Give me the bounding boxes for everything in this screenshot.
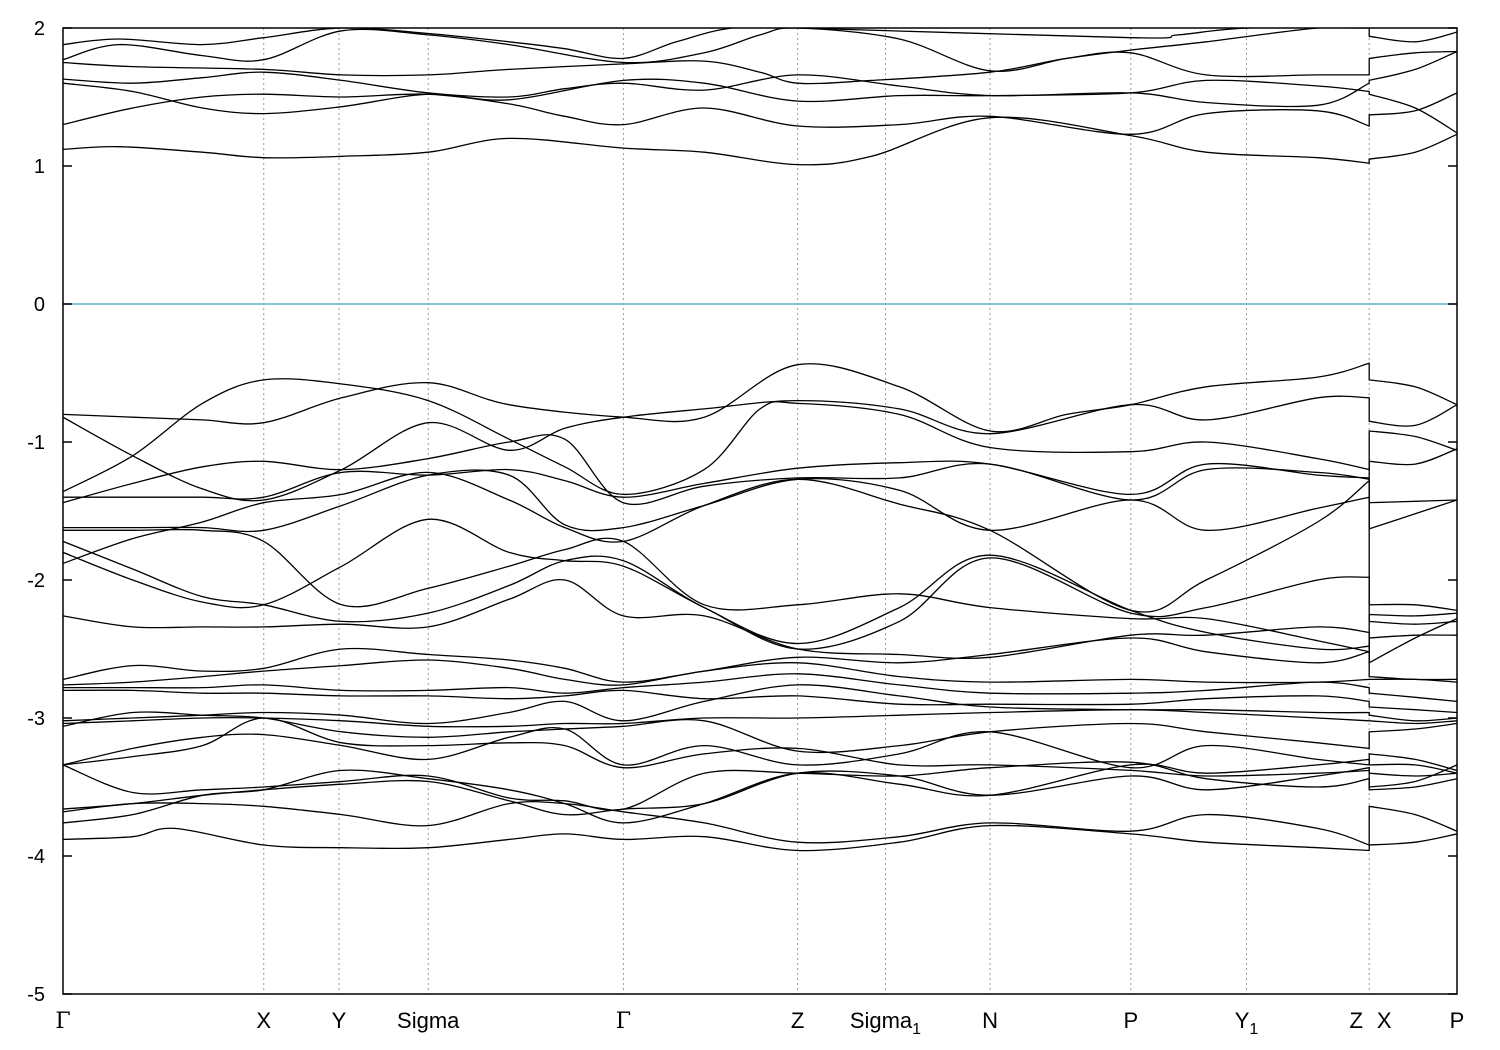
band-line-2 bbox=[63, 92, 1457, 135]
kpoint-label: N bbox=[982, 1008, 998, 1033]
band-line-21 bbox=[63, 673, 1457, 703]
band-line-5 bbox=[63, 50, 1457, 85]
kpoint-label: Z bbox=[791, 1008, 804, 1033]
y-tick-label: -2 bbox=[27, 570, 45, 592]
kpoint-label: Γ bbox=[55, 1009, 70, 1034]
band-line-3 bbox=[63, 78, 1457, 134]
y-tick-label: -4 bbox=[27, 846, 45, 868]
band-line-20 bbox=[63, 659, 1457, 686]
band-line-30 bbox=[63, 800, 1457, 846]
kpoint-label: P bbox=[1123, 1008, 1138, 1033]
y-tick-label: -1 bbox=[27, 432, 45, 454]
band-line-8 bbox=[63, 362, 1457, 433]
kpoint-label: Γ bbox=[616, 1009, 631, 1034]
band-line-29 bbox=[63, 766, 1457, 816]
band-line-7 bbox=[63, 28, 1370, 60]
kpoint-label: X bbox=[1377, 1008, 1392, 1033]
kpoint-label: Sigma1 bbox=[850, 1008, 921, 1038]
band-line-22 bbox=[63, 689, 1457, 714]
band-line-31 bbox=[63, 758, 1457, 824]
band-line-11 bbox=[63, 448, 1457, 500]
band-line-6 bbox=[63, 28, 1457, 72]
kpoint-label: Y1 bbox=[1235, 1008, 1259, 1038]
band-line-16 bbox=[63, 518, 1457, 650]
band-line-1 bbox=[63, 116, 1457, 166]
y-tick-label: 1 bbox=[34, 156, 45, 178]
band-line-28 bbox=[63, 761, 1457, 811]
kpoint-label: X bbox=[256, 1008, 271, 1033]
band-line-32 bbox=[63, 824, 1457, 852]
band-line-15 bbox=[63, 540, 1457, 651]
band-line-9 bbox=[63, 395, 1457, 502]
x-axis-kpath-labels: Γ X Y Sigma Γ Z Sigma1 N P Y1 Z X P bbox=[55, 1008, 1464, 1038]
band-line-18 bbox=[63, 579, 1457, 664]
band-lines bbox=[63, 28, 1457, 852]
high-symmetry-gridlines bbox=[263, 28, 1370, 994]
band-line-27 bbox=[63, 717, 1457, 777]
y-tick-label: -3 bbox=[27, 708, 45, 730]
kpoint-label: Y bbox=[332, 1008, 347, 1033]
band-line-26 bbox=[63, 727, 1457, 772]
kpoint-label: P bbox=[1450, 1008, 1465, 1033]
plot-frame bbox=[62, 27, 1458, 995]
band-line-12 bbox=[63, 434, 1457, 506]
band-line-23 bbox=[63, 684, 1457, 725]
y-tick-label: -5 bbox=[27, 984, 45, 1006]
band-line-17 bbox=[63, 528, 1457, 653]
band-line-10 bbox=[63, 378, 1457, 496]
y-tick-label: 0 bbox=[34, 294, 45, 316]
y-axis: 2 1 0 -1 -2 -3 -4 -5 bbox=[27, 18, 1457, 1006]
kpoint-label: Z bbox=[1349, 1008, 1362, 1033]
kpoint-label: Sigma bbox=[397, 1008, 460, 1033]
y-tick-label: 2 bbox=[34, 18, 45, 40]
band-line-14 bbox=[63, 471, 1457, 613]
band-line-4 bbox=[63, 50, 1457, 108]
band-line-13 bbox=[63, 469, 1457, 533]
